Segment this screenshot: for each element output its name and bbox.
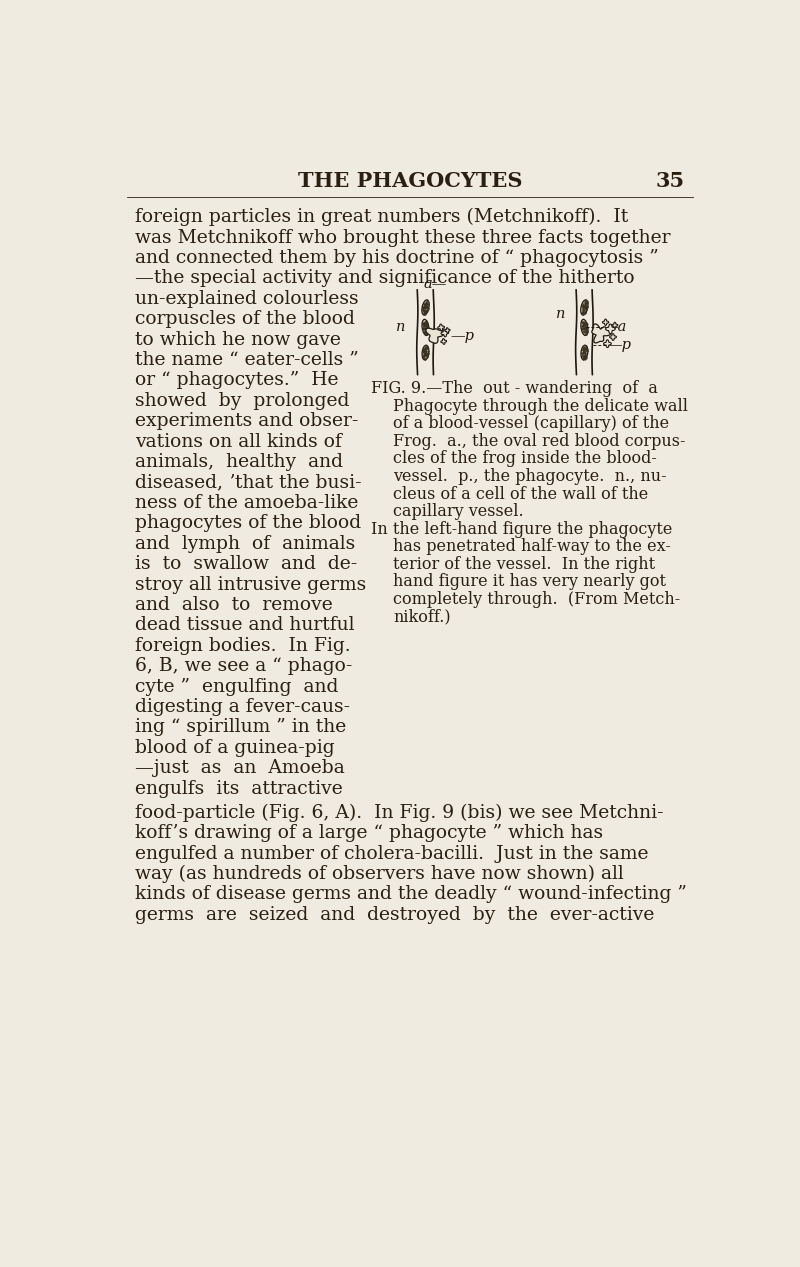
Text: diseased, ʼthat the busi-: diseased, ʼthat the busi- — [135, 474, 362, 492]
Text: —a: —a — [604, 319, 627, 333]
Text: ing “ spirillum ” in the: ing “ spirillum ” in the — [135, 718, 346, 736]
Text: engulfs  its  attractive: engulfs its attractive — [135, 779, 342, 798]
Ellipse shape — [581, 319, 588, 336]
Text: cleus of a cell of the wall of the: cleus of a cell of the wall of the — [393, 485, 648, 503]
Text: dead tissue and hurtful: dead tissue and hurtful — [135, 616, 354, 635]
Text: of a blood-vessel (capillary) of the: of a blood-vessel (capillary) of the — [393, 416, 669, 432]
Polygon shape — [602, 319, 609, 326]
Polygon shape — [426, 328, 444, 343]
Text: vessel.  p., the phagocyte.  n., nu-: vessel. p., the phagocyte. n., nu- — [393, 468, 666, 485]
Text: food-particle (Fig. 6, A).  In Fig. 9 (bis) we see Metchni-: food-particle (Fig. 6, A). In Fig. 9 (bi… — [135, 803, 663, 822]
Text: n: n — [396, 321, 405, 334]
Text: experiments and obser-: experiments and obser- — [135, 412, 358, 431]
Text: completely through.  (From Metch-: completely through. (From Metch- — [393, 590, 680, 608]
Text: and connected them by his doctrine of “ phagocytosis ”: and connected them by his doctrine of “ … — [135, 250, 658, 267]
Text: hand figure it has very nearly got: hand figure it has very nearly got — [393, 574, 666, 590]
Text: corpuscles of the blood: corpuscles of the blood — [135, 310, 354, 328]
Text: FIG. 9.—The  out - wandering  of  a: FIG. 9.—The out - wandering of a — [371, 380, 658, 398]
Polygon shape — [612, 322, 618, 328]
Text: to which he now gave: to which he now gave — [135, 331, 341, 348]
Text: —p: —p — [450, 329, 474, 343]
Text: a—: a— — [424, 277, 447, 291]
Polygon shape — [445, 328, 450, 333]
Ellipse shape — [581, 345, 588, 360]
Text: —just  as  an  Amoeba: —just as an Amoeba — [135, 759, 345, 777]
Text: nikoff.): nikoff.) — [393, 608, 450, 626]
Text: THE PHAGOCYTES: THE PHAGOCYTES — [298, 171, 522, 191]
Text: capillary vessel.: capillary vessel. — [393, 503, 523, 521]
Text: n: n — [557, 307, 566, 321]
Polygon shape — [610, 333, 617, 341]
Polygon shape — [438, 324, 445, 331]
Polygon shape — [592, 324, 610, 343]
Text: and  also  to  remove: and also to remove — [135, 595, 333, 614]
Text: showed  by  prolonged: showed by prolonged — [135, 392, 350, 411]
Text: terior of the vessel.  In the right: terior of the vessel. In the right — [393, 556, 655, 573]
Ellipse shape — [422, 319, 429, 336]
Text: digesting a fever-caus-: digesting a fever-caus- — [135, 698, 350, 716]
Text: 6, B, we see a “ phago-: 6, B, we see a “ phago- — [135, 658, 352, 675]
Ellipse shape — [581, 300, 588, 315]
Text: Frog.  a., the oval red blood corpus-: Frog. a., the oval red blood corpus- — [393, 433, 686, 450]
Text: foreign bodies.  In Fig.: foreign bodies. In Fig. — [135, 637, 350, 655]
Text: blood of a guinea-pig: blood of a guinea-pig — [135, 739, 334, 756]
Text: vations on all kinds of: vations on all kinds of — [135, 433, 342, 451]
Text: was Metchnikoff who brought these three facts together: was Metchnikoff who brought these three … — [135, 228, 670, 247]
Polygon shape — [441, 329, 449, 337]
Text: un-explained colourless: un-explained colourless — [135, 290, 358, 308]
Text: animals,  healthy  and: animals, healthy and — [135, 454, 343, 471]
Polygon shape — [606, 324, 615, 333]
Text: ness of the amoeba-like: ness of the amoeba-like — [135, 494, 358, 512]
Text: cyte ”  engulfing  and: cyte ” engulfing and — [135, 678, 338, 696]
Text: phagocytes of the blood: phagocytes of the blood — [135, 514, 361, 532]
Text: Phagocyte through the delicate wall: Phagocyte through the delicate wall — [393, 398, 688, 414]
Text: or “ phagocytes.”  He: or “ phagocytes.” He — [135, 371, 338, 389]
Text: —p: —p — [607, 338, 631, 352]
Ellipse shape — [422, 345, 429, 360]
Text: 35: 35 — [656, 171, 685, 191]
Text: In the left-hand figure the phagocyte: In the left-hand figure the phagocyte — [371, 521, 673, 537]
Text: is  to  swallow  and  de-: is to swallow and de- — [135, 555, 357, 573]
Text: engulfed a number of cholera-bacilli.  Just in the same: engulfed a number of cholera-bacilli. Ju… — [135, 845, 648, 863]
Text: has penetrated half-way to the ex-: has penetrated half-way to the ex- — [393, 538, 671, 555]
Text: koff’s drawing of a large “ phagocyte ” which has: koff’s drawing of a large “ phagocyte ” … — [135, 825, 603, 843]
Text: way (as hundreds of observers have now shown) all: way (as hundreds of observers have now s… — [135, 865, 624, 883]
Text: —the special activity and significance of the hitherto: —the special activity and significance o… — [135, 270, 634, 288]
Text: kinds of disease germs and the deadly “ wound-infecting ”: kinds of disease germs and the deadly “ … — [135, 886, 686, 903]
Text: germs  are  seized  and  destroyed  by  the  ever-active: germs are seized and destroyed by the ev… — [135, 906, 654, 924]
Text: foreign particles in great numbers (Metchnikoff).  It: foreign particles in great numbers (Metc… — [135, 208, 628, 227]
Text: and  lymph  of  animals: and lymph of animals — [135, 535, 355, 552]
Text: cles of the frog inside the blood-: cles of the frog inside the blood- — [393, 451, 657, 468]
Text: stroy all intrusive germs: stroy all intrusive germs — [135, 575, 366, 593]
Ellipse shape — [422, 300, 429, 315]
Polygon shape — [441, 338, 446, 345]
Text: the name “ eater-cells ”: the name “ eater-cells ” — [135, 351, 358, 369]
Polygon shape — [603, 340, 611, 347]
